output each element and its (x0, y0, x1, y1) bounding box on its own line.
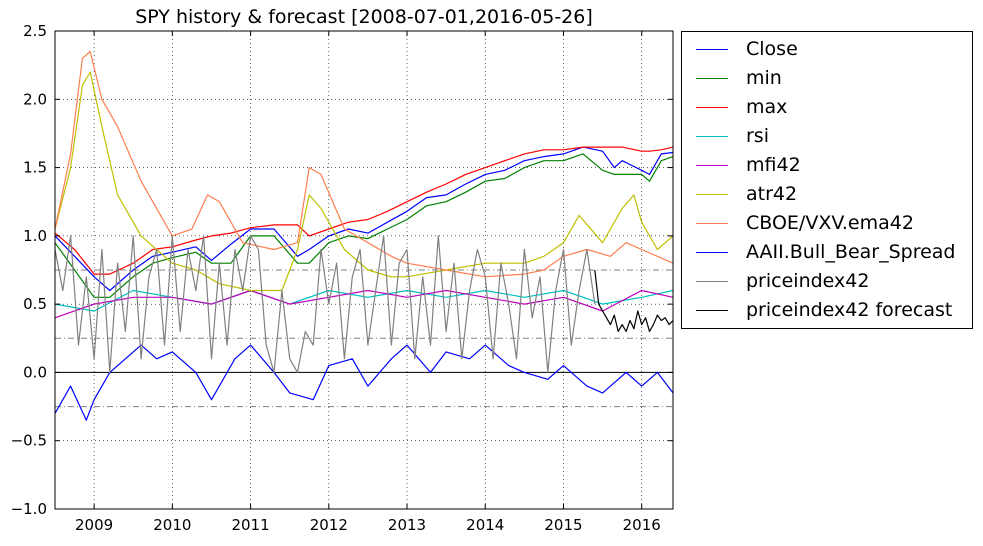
legend-swatch (696, 165, 728, 166)
y-tick-label: 0.0 (23, 363, 47, 381)
legend-label: priceindex42 (746, 270, 870, 292)
x-tick-label: 2016 (623, 516, 661, 534)
y-tick-label: −1.0 (11, 500, 47, 518)
legend-label: max (746, 96, 788, 118)
legend-item: priceindex42 (682, 268, 972, 297)
legend-item: CBOE/VXV.ema42 (682, 210, 972, 239)
plot-frame (54, 30, 674, 510)
x-tick-label: 2013 (388, 516, 426, 534)
x-tick-label: 2009 (75, 516, 113, 534)
legend-item: AAII.Bull_Bear_Spread (682, 239, 972, 268)
legend-swatch (696, 281, 728, 282)
y-tick-label: 1.5 (23, 159, 47, 177)
reference-lines (55, 269, 673, 408)
legend-item: min (682, 65, 972, 94)
legend-swatch (696, 252, 728, 253)
y-tick-label: 2.0 (23, 90, 47, 108)
legend-label: atr42 (746, 183, 798, 205)
legend-swatch (696, 223, 728, 224)
legend-swatch (696, 107, 728, 108)
y-tick-label: 2.5 (23, 22, 47, 40)
legend-swatch (696, 78, 728, 79)
y-tick-label: 1.0 (23, 227, 47, 245)
series-line-aaii-bull-bear-spread (54, 344, 674, 421)
legend-label: min (746, 67, 782, 89)
axis-ticks: 2009 2010 2011 2012 2013 2014 2015 2016 −1.0 −0.5… (11, 22, 673, 534)
legend-label: AAII.Bull_Bear_Spread (746, 241, 956, 263)
series-line-max (54, 146, 674, 275)
series-line-rsi (54, 289, 674, 312)
legend-swatch (696, 136, 728, 137)
series-line-cboe-vxv-ema42 (54, 50, 674, 278)
x-tick-label: 2011 (231, 516, 269, 534)
legend-label: mfi42 (746, 154, 801, 176)
legend-item: atr42 (682, 181, 972, 210)
series-line-mfi42 (54, 289, 674, 319)
x-tick-label: 2014 (466, 516, 504, 534)
series-line-priceindex42-forecast (594, 269, 674, 333)
legend-label: priceindex42 forecast (746, 299, 953, 321)
legend-item: mfi42 (682, 152, 972, 181)
legend-label: CBOE/VXV.ema42 (746, 212, 914, 234)
x-tick-label: 2012 (310, 516, 348, 534)
chart-title: SPY history & forecast [2008-07-01,2016-… (135, 6, 593, 28)
series-lines (54, 50, 674, 421)
legend-swatch (696, 194, 728, 195)
series-line-min (54, 153, 674, 298)
x-tick-label: 2010 (153, 516, 191, 534)
legend-item: Close (682, 36, 972, 65)
legend-swatch (696, 310, 728, 311)
legend-item: priceindex42 forecast (682, 297, 972, 326)
legend-label: rsi (746, 125, 769, 147)
series-line-close (54, 146, 674, 292)
series-line-priceindex42 (54, 235, 596, 373)
legend: Close min max rsi mfi42 atr42 CBOE/VXV.ema42 AA… (681, 31, 973, 329)
series-line-atr42 (54, 71, 674, 292)
legend-item: rsi (682, 123, 972, 152)
legend-swatch (696, 49, 728, 50)
legend-label: Close (746, 38, 798, 60)
x-tick-label: 2015 (544, 516, 582, 534)
y-tick-label: 0.5 (23, 295, 47, 313)
y-tick-label: −0.5 (11, 432, 47, 450)
legend-item: max (682, 94, 972, 123)
